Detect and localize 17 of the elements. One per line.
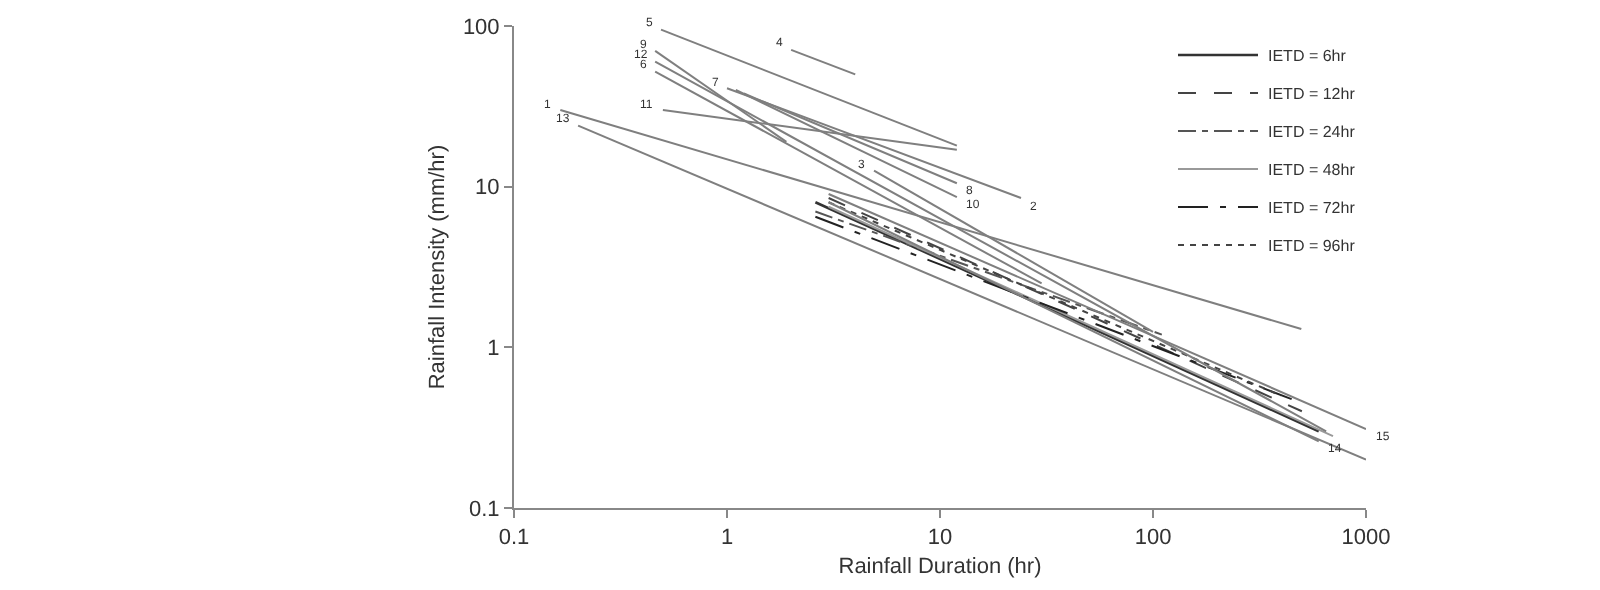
legend-label: IETD = 24hr: [1268, 123, 1356, 142]
legend-label: IETD = 72hr: [1268, 199, 1356, 218]
x-tick-label: 1000: [1341, 526, 1391, 551]
x-tick-label: 0.1: [498, 526, 530, 551]
legend-label: IETD = 48hr: [1268, 161, 1356, 180]
x-tick-label: 100: [1134, 526, 1172, 551]
legend-label: IETD = 12hr: [1268, 85, 1356, 104]
x-tick-label: 10: [927, 526, 953, 551]
legend-label: IETD = 96hr: [1268, 237, 1356, 256]
y-tick-label: 100: [462, 15, 500, 40]
x-axis-title: Rainfall Duration (hr): [838, 554, 1042, 579]
y-axis-title: Rainfall Intensity (mm/hr): [426, 144, 451, 390]
y-tick-label: 10: [475, 176, 500, 201]
x-tick-label: 1: [720, 526, 734, 551]
legend-label: IETD = 6hr: [1268, 47, 1347, 66]
y-tick-label: 0.1: [469, 497, 500, 522]
y-tick-label: 1: [487, 337, 500, 362]
